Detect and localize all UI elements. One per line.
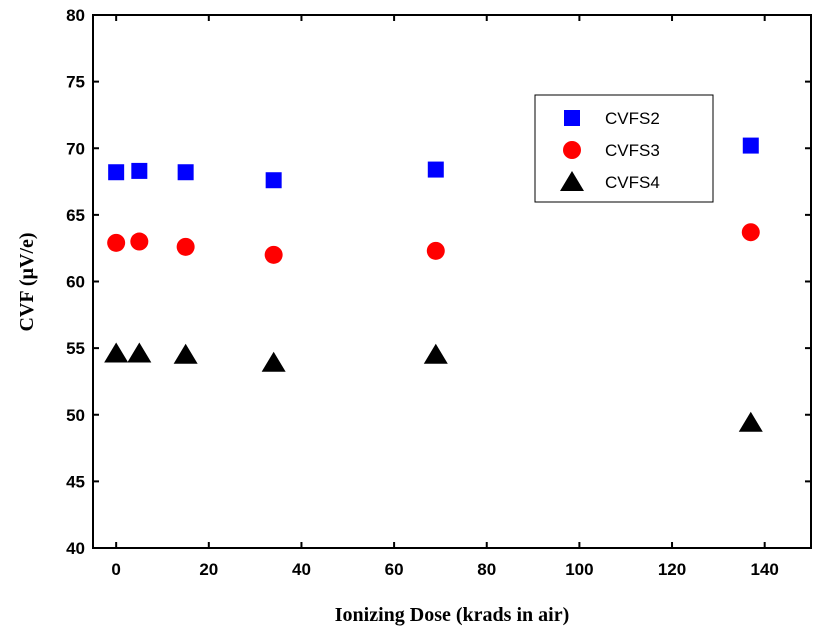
data-point-cvfs4 [173,343,198,364]
legend-label-cvfs4: CVFS4 [605,173,660,192]
data-point-cvfs2 [427,161,444,178]
data-point-cvfs2 [265,172,282,189]
y-tick-label: 75 [66,73,85,92]
x-tick-label: 20 [199,560,218,579]
legend-marker-cvfs4 [560,171,584,191]
data-point-cvfs4 [127,342,152,363]
legend-label-cvfs2: CVFS2 [605,109,660,128]
data-point-cvfs4 [104,342,129,363]
x-tick-label: 40 [292,560,311,579]
data-point-cvfs2 [742,137,759,154]
y-tick-label: 60 [66,273,85,292]
y-tick-label: 65 [66,206,85,225]
x-tick-label: 120 [658,560,686,579]
legend-marker-cvfs3 [563,141,581,159]
x-tick-label: 0 [111,560,120,579]
data-point-cvfs3 [264,245,283,264]
data-point-cvfs3 [741,223,760,242]
x-tick-label: 140 [750,560,778,579]
y-tick-label: 40 [66,539,85,558]
y-tick-label: 50 [66,406,85,425]
y-axis: 40 45 50 55 60 65 70 75 80 [66,6,811,558]
legend: CVFS2 CVFS3 CVFS4 [534,94,714,203]
data-point-cvfs3 [176,237,195,256]
data-point-cvfs4 [423,343,448,364]
x-tick-label: 80 [477,560,496,579]
data-point-cvfs3 [130,232,149,251]
y-tick-label: 55 [66,339,85,358]
x-axis: 0 20 40 60 80 100 120 140 [111,15,779,579]
data-point-cvfs4 [738,411,763,432]
y-tick-label: 45 [66,472,85,491]
legend-label-cvfs3: CVFS3 [605,141,660,160]
data-point-cvfs2 [177,164,194,181]
x-tick-label: 100 [565,560,593,579]
legend-marker-cvfs2 [564,110,580,126]
y-tick-label: 70 [66,139,85,158]
x-tick-label: 60 [385,560,404,579]
y-tick-label: 80 [66,6,85,25]
data-points [104,137,763,432]
x-axis-title: Ionizing Dose (krads in air) [335,604,569,626]
data-point-cvfs3 [426,241,445,260]
data-point-cvfs3 [107,233,126,252]
y-axis-title: CVF (µV/e) [16,232,38,331]
data-point-cvfs4 [261,351,286,372]
data-point-cvfs2 [131,162,148,179]
data-point-cvfs2 [108,164,125,181]
